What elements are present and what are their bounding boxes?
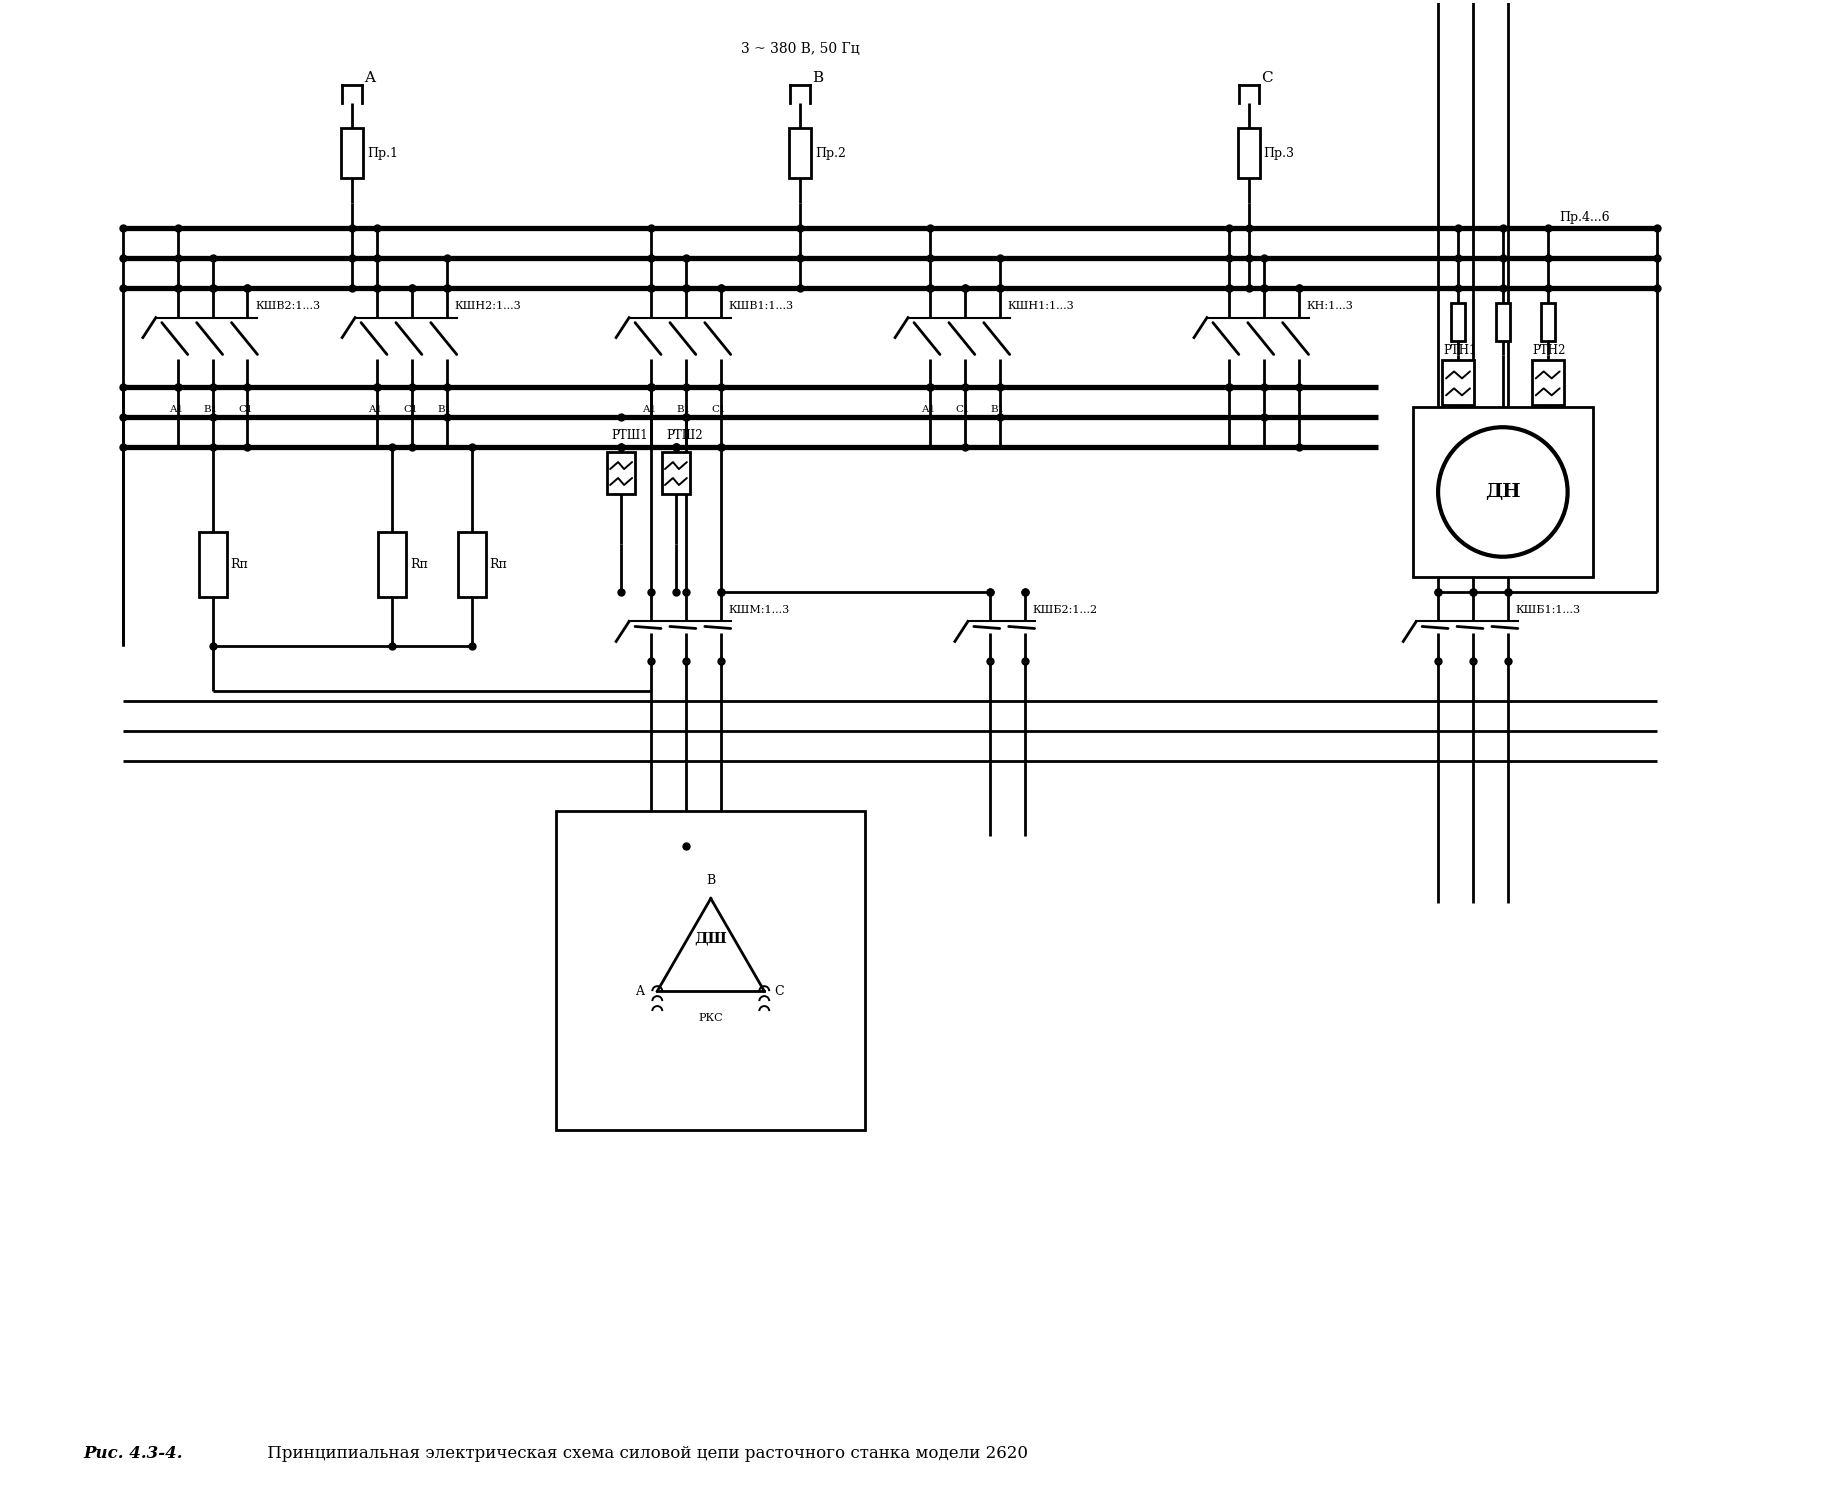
Text: B: B	[813, 71, 824, 86]
Text: A: A	[634, 985, 644, 997]
Text: КШВ1:1...3: КШВ1:1...3	[728, 301, 793, 311]
Text: C1: C1	[955, 405, 970, 414]
Text: КН:1...3: КН:1...3	[1307, 301, 1353, 311]
Text: Рис. 4.3-4.: Рис. 4.3-4.	[83, 1445, 183, 1463]
Text: КШВ2:1...3: КШВ2:1...3	[256, 301, 321, 311]
Text: Rп: Rп	[409, 558, 428, 571]
Bar	[1495, 302, 1510, 340]
Text: Пр.4...6: Пр.4...6	[1560, 212, 1610, 225]
Bar	[557, 811, 865, 1130]
Bar	[1413, 408, 1593, 577]
Text: B1: B1	[990, 405, 1005, 414]
Bar	[1237, 128, 1259, 178]
Text: КШБ1:1...3: КШБ1:1...3	[1516, 604, 1580, 615]
Text: A: A	[363, 71, 374, 86]
Bar	[378, 532, 406, 597]
Bar	[607, 452, 634, 494]
Text: Принципиальная электрическая схема силовой цепи расточного станка модели 2620: Принципиальная электрическая схема силов…	[262, 1445, 1029, 1463]
Text: B1: B1	[437, 405, 452, 414]
Text: A1: A1	[920, 405, 935, 414]
Text: C: C	[774, 985, 784, 997]
Bar	[1542, 302, 1554, 340]
Text: Пр.2: Пр.2	[815, 147, 846, 160]
Text: РТШ2: РТШ2	[666, 429, 703, 441]
Text: Пр.3: Пр.3	[1263, 147, 1294, 160]
Bar	[662, 452, 690, 494]
Bar	[1451, 302, 1464, 340]
Bar	[199, 532, 227, 597]
Text: 3 ~ 380 В, 50 Гц: 3 ~ 380 В, 50 Гц	[741, 42, 859, 56]
Bar	[789, 128, 811, 178]
Circle shape	[596, 846, 826, 1074]
Bar	[1532, 361, 1564, 405]
Text: A1: A1	[642, 405, 656, 414]
Text: A1: A1	[369, 405, 382, 414]
Text: C1: C1	[238, 405, 253, 414]
Bar	[341, 128, 363, 178]
Text: C1: C1	[404, 405, 417, 414]
Circle shape	[1438, 428, 1567, 556]
Text: B: B	[706, 873, 715, 887]
Text: Пр.1: Пр.1	[367, 147, 398, 160]
Text: ДШ: ДШ	[695, 931, 727, 946]
Text: Rп: Rп	[491, 558, 507, 571]
Text: Rп: Rп	[230, 558, 249, 571]
Text: КШБ2:1...2: КШБ2:1...2	[1033, 604, 1097, 615]
Text: РТШ1: РТШ1	[610, 429, 647, 441]
Text: C1: C1	[712, 405, 727, 414]
Text: B1: B1	[203, 405, 218, 414]
Text: B1: B1	[677, 405, 692, 414]
Text: РТН1: РТН1	[1444, 345, 1477, 357]
Bar	[1442, 361, 1473, 405]
Circle shape	[677, 984, 745, 1053]
Text: РКС: РКС	[699, 1012, 723, 1023]
Bar	[457, 532, 485, 597]
Text: C: C	[1261, 71, 1272, 86]
Text: ДН: ДН	[1484, 484, 1521, 502]
Text: КШН2:1...3: КШН2:1...3	[455, 301, 522, 311]
Text: КШМ:1...3: КШМ:1...3	[728, 604, 789, 615]
Text: КШН1:1...3: КШН1:1...3	[1007, 301, 1075, 311]
Text: РТН2: РТН2	[1532, 345, 1566, 357]
Text: A1: A1	[170, 405, 183, 414]
